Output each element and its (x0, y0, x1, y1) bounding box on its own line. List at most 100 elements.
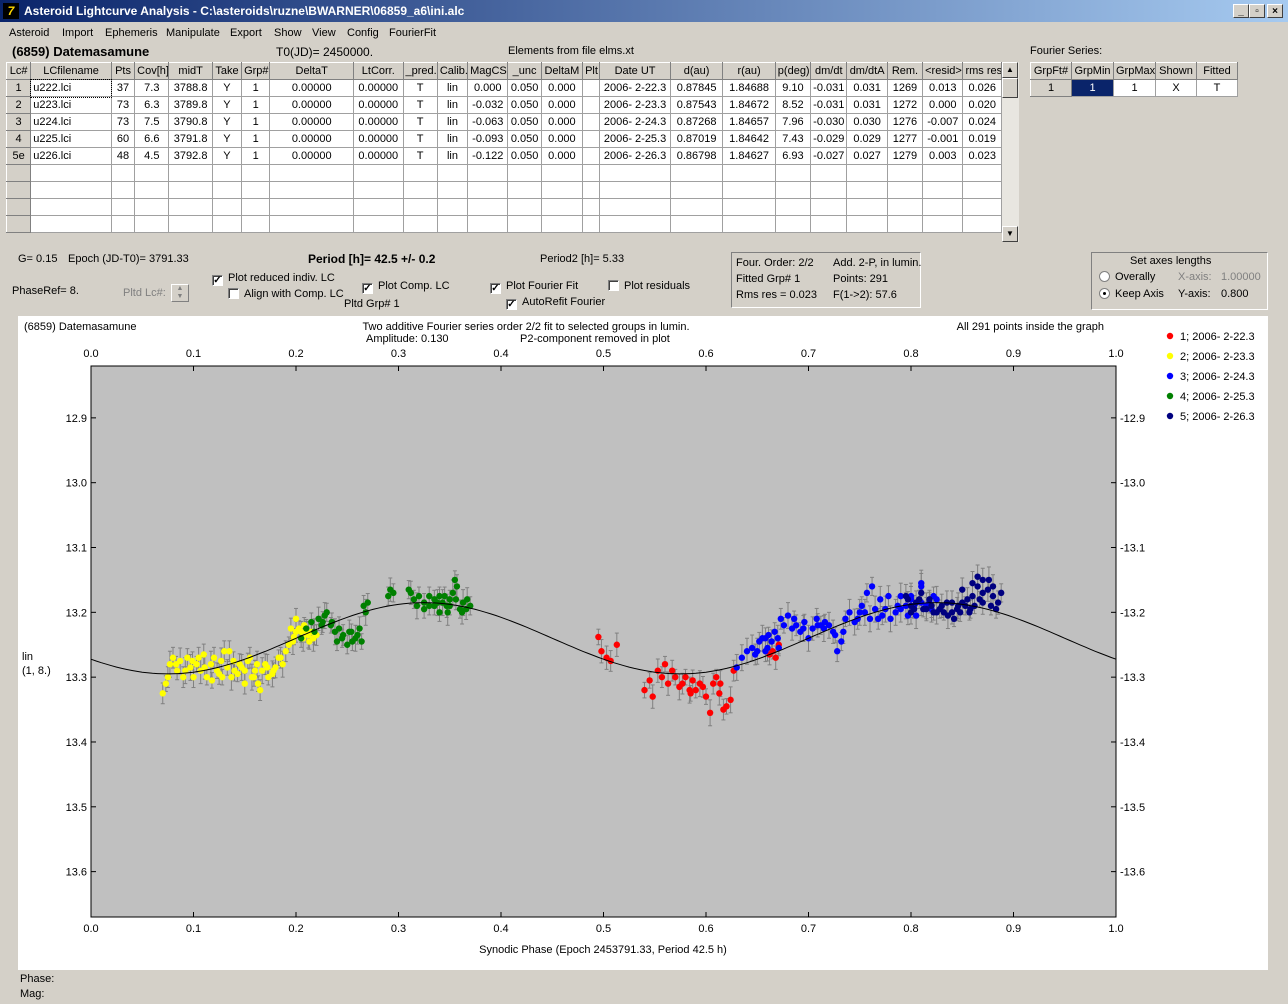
cell[interactable] (922, 198, 964, 216)
column-header[interactable]: Date UT (599, 62, 671, 80)
cell[interactable] (922, 181, 964, 199)
menu-manipulate[interactable]: Manipulate (166, 27, 220, 39)
cell[interactable]: 0.000 (467, 79, 509, 97)
cell[interactable] (886, 198, 924, 216)
cell[interactable] (110, 215, 136, 233)
cell[interactable] (774, 181, 812, 199)
col-grpft[interactable]: GrpFt# (1030, 62, 1072, 80)
cell[interactable] (353, 181, 404, 199)
scroll-up-button[interactable]: ▲ (1002, 62, 1018, 78)
col-fitted[interactable]: Fitted (1196, 62, 1238, 80)
cell[interactable]: 0.86798 (669, 147, 724, 165)
cell[interactable] (962, 198, 1002, 216)
cell[interactable] (269, 198, 355, 216)
cell[interactable]: T (402, 130, 438, 148)
cell[interactable] (599, 215, 671, 233)
cell[interactable] (30, 181, 112, 199)
xaxis-value[interactable]: 1.00000 (1221, 271, 1261, 283)
cell[interactable]: 0.000 (540, 130, 584, 148)
cell[interactable]: 1 (241, 147, 271, 165)
menu-config[interactable]: Config (347, 27, 379, 39)
column-header[interactable]: Pts (110, 62, 136, 80)
col-shown[interactable]: Shown (1155, 62, 1197, 80)
cell[interactable]: 0.00000 (269, 130, 355, 148)
cell[interactable] (669, 198, 724, 216)
cell[interactable] (962, 215, 1002, 233)
column-header[interactable]: Calib. (436, 62, 469, 80)
cell[interactable] (886, 164, 924, 182)
cell[interactable] (846, 215, 888, 233)
overally-radio[interactable]: Overally (1099, 271, 1155, 283)
cell[interactable]: 7.43 (774, 130, 812, 148)
cell[interactable]: 1 (241, 79, 271, 97)
cell[interactable] (540, 215, 584, 233)
autorefit-checkbox[interactable]: ✓ AutoRefit Fourier (506, 296, 605, 310)
cell[interactable]: u226.lci (30, 147, 112, 165)
cell[interactable]: X (1155, 79, 1197, 97)
cell[interactable] (211, 181, 243, 199)
cell[interactable]: u225.lci (30, 130, 112, 148)
cell[interactable]: 1 (241, 96, 271, 114)
cell[interactable]: 0.013 (922, 79, 964, 97)
cell[interactable] (774, 198, 812, 216)
cell[interactable]: 2006- 2-23.3 (599, 96, 671, 114)
cell[interactable]: 37 (110, 79, 136, 97)
cell[interactable]: 0.00000 (353, 96, 404, 114)
cell[interactable]: lin (436, 147, 469, 165)
cell[interactable]: 0.030 (846, 113, 888, 131)
cell[interactable]: 0.027 (846, 147, 888, 165)
cell[interactable] (30, 198, 112, 216)
cell[interactable]: 0.87019 (669, 130, 724, 148)
cell[interactable] (810, 164, 848, 182)
cell[interactable] (168, 181, 213, 199)
cell[interactable] (582, 164, 601, 182)
col-grpmax[interactable]: GrpMax (1113, 62, 1156, 80)
cell[interactable]: 0.00000 (353, 130, 404, 148)
menu-import[interactable]: Import (62, 27, 94, 39)
column-header[interactable]: Lc# (5, 62, 32, 80)
cell[interactable]: 0.87845 (669, 79, 724, 97)
cell[interactable] (582, 181, 601, 199)
cell[interactable]: Y (211, 113, 243, 131)
cell[interactable] (402, 181, 438, 199)
cell[interactable]: 0.00000 (353, 79, 404, 97)
cell[interactable] (669, 215, 724, 233)
cell[interactable]: 0.029 (846, 130, 888, 148)
cell[interactable] (402, 215, 438, 233)
cell[interactable] (436, 181, 469, 199)
cell[interactable] (353, 164, 404, 182)
cell[interactable]: 3788.8 (168, 79, 213, 97)
cell[interactable]: 2006- 2-26.3 (599, 147, 671, 165)
table-row[interactable] (5, 198, 1002, 216)
yaxis-value[interactable]: 0.800 (1221, 288, 1249, 300)
cell[interactable] (241, 215, 271, 233)
cell[interactable]: 0.000 (540, 147, 584, 165)
cell[interactable]: 6.6 (134, 130, 170, 148)
cell[interactable] (402, 198, 438, 216)
cell[interactable] (922, 215, 964, 233)
column-header[interactable]: Plt (582, 62, 601, 80)
table-row[interactable] (5, 215, 1002, 233)
minimize-button[interactable]: _ (1233, 4, 1249, 18)
cell[interactable]: T (1196, 79, 1238, 97)
column-header[interactable]: LtCorr. (353, 62, 404, 80)
cell[interactable] (810, 215, 848, 233)
cell[interactable]: -0.032 (467, 96, 509, 114)
cell[interactable]: 0.000 (540, 113, 584, 131)
cell[interactable] (722, 181, 776, 199)
cell[interactable]: T (402, 96, 438, 114)
cell[interactable] (353, 198, 404, 216)
cell[interactable] (241, 181, 271, 199)
cell[interactable]: 0.031 (846, 96, 888, 114)
column-header[interactable]: rms res (962, 62, 1002, 80)
cell[interactable] (540, 198, 584, 216)
cell[interactable] (134, 164, 170, 182)
menu-export[interactable]: Export (230, 27, 262, 39)
cell[interactable] (269, 215, 355, 233)
cell[interactable] (168, 198, 213, 216)
cell[interactable]: 0.026 (962, 79, 1002, 97)
cell[interactable]: 1 (1113, 79, 1156, 97)
cell[interactable] (110, 164, 136, 182)
cell[interactable]: 2006- 2-24.3 (599, 113, 671, 131)
